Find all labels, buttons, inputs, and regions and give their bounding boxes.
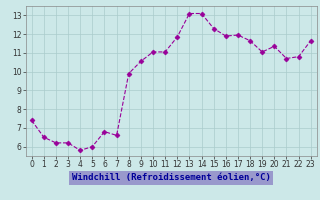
X-axis label: Windchill (Refroidissement éolien,°C): Windchill (Refroidissement éolien,°C) [72,173,271,182]
